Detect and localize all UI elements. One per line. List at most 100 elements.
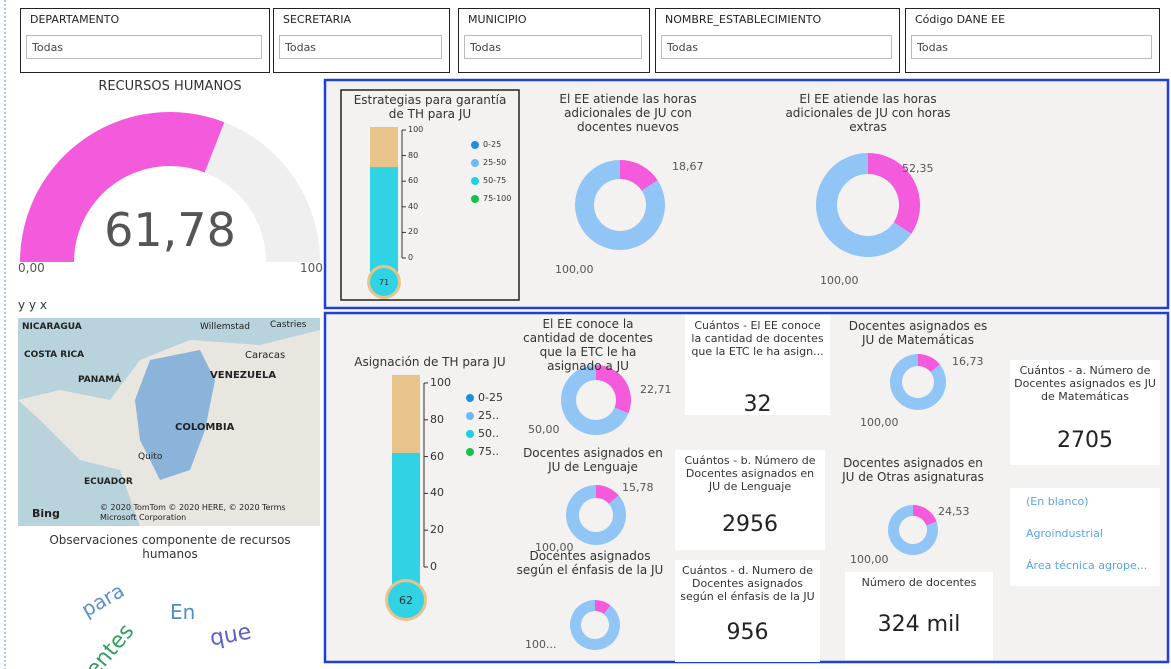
legend-label: 0-25 <box>478 391 503 404</box>
legend-label: 25.. <box>478 409 499 422</box>
filter-box <box>458 8 650 73</box>
thermo-fill <box>392 452 420 585</box>
tick-label: 0 <box>408 253 414 262</box>
filter-label: SECRETARIA <box>283 13 352 26</box>
filter-dropdown[interactable] <box>661 35 892 59</box>
data-label: 100,00 <box>860 416 899 429</box>
tick-label: 80 <box>430 412 444 426</box>
map-label: Terms <box>262 503 286 512</box>
tick-label: 100 <box>430 376 451 389</box>
thermo-title: Estrategias para garantía de TH para JU <box>353 93 507 121</box>
donut-segment <box>596 365 631 414</box>
map-label: PANAMÁ <box>78 375 122 385</box>
thermo-value: 71 <box>378 278 390 287</box>
donut-segment <box>561 365 629 436</box>
thermo-value: 62 <box>399 594 413 607</box>
data-label: 22,71 <box>640 383 672 396</box>
tick-label: 100 <box>408 125 424 134</box>
card-value: 2705 <box>1057 428 1113 453</box>
donut-title: Docentes asignados según el énfasis de l… <box>516 549 664 577</box>
card-title: Cuántos - d. Numero de Docentes asignado… <box>680 564 815 603</box>
legend-dot <box>471 177 479 185</box>
legend-label: 50-75 <box>483 176 507 185</box>
legend-label: 50.. <box>478 427 499 440</box>
wordcloud-title: Observaciones componente de recursos hum… <box>49 533 291 561</box>
map-label: ECUADOR <box>84 477 133 487</box>
tick-label: 60 <box>408 176 419 186</box>
donut-segment <box>888 505 938 555</box>
card-value: 2956 <box>722 512 778 537</box>
filter-dropdown[interactable] <box>911 35 1152 59</box>
map-label: COSTA RICA <box>24 350 85 360</box>
donut-segment <box>620 160 658 191</box>
data-label: 100,00 <box>555 263 594 276</box>
gauge-fill <box>20 112 225 263</box>
filter-value: Todas <box>285 41 317 54</box>
card-title: Cuántos - b. Número de Docentes asignado… <box>684 454 816 493</box>
filter-box <box>655 8 900 73</box>
tick-label: 0 <box>430 560 437 573</box>
filter-label: Código DANE EE <box>915 13 1006 26</box>
legend-label: 25-50 <box>483 158 507 167</box>
map-label: COLOMBIA <box>175 422 235 433</box>
tick-label: 20 <box>408 227 419 237</box>
data-label: 50,00 <box>528 423 560 436</box>
filter-dropdown[interactable] <box>26 35 262 59</box>
gauge-max: 100 <box>300 261 323 275</box>
filter-value: Todas <box>917 41 949 54</box>
word: En <box>170 600 196 624</box>
thermo-bulb-fill <box>388 582 424 618</box>
legend-label: 75-100 <box>483 194 512 203</box>
filter-label: NOMBRE_ESTABLECIMIENTO <box>665 13 822 26</box>
filter-box <box>20 8 270 73</box>
slicer-item[interactable]: Área técnica agrope... <box>1026 559 1148 572</box>
donut-title: El EE atiende las horas adicionales de J… <box>559 92 697 134</box>
map-label: Willemstad <box>200 322 250 332</box>
legend-dot <box>471 159 479 167</box>
slicer <box>1010 488 1160 586</box>
slicer-item[interactable]: Agroindustrial <box>1026 527 1103 540</box>
legend-dot <box>466 394 474 402</box>
donut-segment <box>595 600 611 615</box>
data-label: 52,35 <box>902 162 934 175</box>
map-label: VENEZUELA <box>210 370 277 381</box>
donut-segment <box>565 485 626 546</box>
data-label: 16,73 <box>952 355 984 368</box>
filter-dropdown[interactable] <box>464 35 642 59</box>
filter-dropdown[interactable] <box>279 35 442 59</box>
data-label: 18,67 <box>672 160 704 173</box>
tick-label: 60 <box>430 449 444 463</box>
legend-dot <box>466 448 474 456</box>
donut-segment <box>575 160 665 250</box>
donut-segment <box>868 153 920 234</box>
donut-segment <box>570 600 620 650</box>
card-value: 956 <box>726 620 769 645</box>
card <box>845 572 993 660</box>
thermo-bulb-fill <box>370 268 398 296</box>
card-value: 32 <box>743 392 772 417</box>
donut-title: Docentes asignados en JU de Lenguaje <box>523 446 663 474</box>
donut-title: El EE conoce la cantidad de docentes que… <box>523 317 653 373</box>
filter-label: DEPARTAMENTO <box>30 13 120 26</box>
slicer-item[interactable]: (En blanco) <box>1026 495 1089 508</box>
data-label: 100,00 <box>820 274 859 287</box>
data-label: 24,53 <box>938 505 970 518</box>
donut-title: Docentes asignados en JU de Otras asigna… <box>842 456 984 484</box>
legend-dot <box>471 141 479 149</box>
gauge-title: RECURSOS HUMANOS <box>98 79 242 94</box>
legend-dot <box>466 430 474 438</box>
donut-title: Docentes asignados es JU de Matemáticas <box>848 319 988 347</box>
map-label: © 2020 TomTom © 2020 HERE, © 2020 Micros… <box>100 503 260 522</box>
card <box>675 450 825 550</box>
filter-value: Todas <box>470 41 502 54</box>
data-label: 15,78 <box>622 481 654 494</box>
filter-value: Todas <box>667 41 699 54</box>
map-points <box>135 350 215 480</box>
tick-label: 80 <box>408 150 419 160</box>
gauge-value: 61,78 <box>104 203 236 257</box>
donut-segment <box>913 505 937 526</box>
map-label: Quito <box>138 452 163 462</box>
tick-label: 20 <box>430 523 444 537</box>
gauge-min: 0,00 <box>18 261 45 275</box>
data-label: 100... <box>525 638 557 651</box>
